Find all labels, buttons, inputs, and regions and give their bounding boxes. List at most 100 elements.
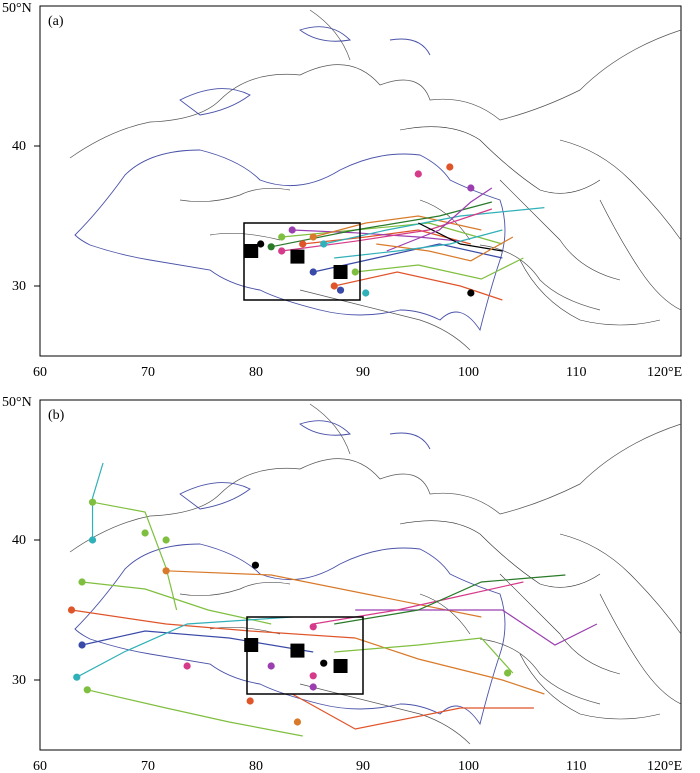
station-square-marker	[244, 638, 259, 652]
trajectory-line	[87, 689, 303, 737]
trajectory-line	[355, 609, 598, 646]
panel-a-xtick-100: 100	[458, 365, 479, 380]
trajectory-endpoint-marker	[183, 662, 191, 670]
trajectory-endpoint-marker	[78, 578, 86, 586]
trajectory-line	[355, 257, 524, 280]
trajectory-endpoint-marker	[362, 289, 370, 297]
panel-a-xtick-90: 90	[356, 365, 370, 380]
station-square-marker	[290, 643, 305, 658]
trajectory-line	[281, 208, 493, 252]
trajectory-line	[92, 501, 178, 611]
panel-b-markers	[67, 498, 512, 726]
trajectory-line	[91, 462, 104, 540]
trajectory-line	[386, 187, 493, 252]
station-square-marker	[333, 265, 348, 279]
trajectory-endpoint-marker	[336, 286, 345, 294]
station-square-marker	[244, 244, 259, 258]
panel-b-xtick-90: 90	[356, 759, 370, 773]
panel-a-xtick-70: 70	[141, 365, 155, 380]
station-square-marker	[290, 249, 305, 264]
panel-a: (a) 50°N 40 30 60 70 80 90 100 110 120°E	[2, 1, 682, 380]
trajectory-endpoint-marker	[73, 673, 81, 681]
trajectory-endpoint-marker	[141, 529, 149, 537]
trajectory-line	[76, 616, 293, 678]
trajectory-line	[291, 693, 534, 730]
panel-b-ytick-40: 40	[12, 533, 26, 548]
trajectory-endpoint-marker	[414, 170, 422, 178]
trajectory-endpoint-marker	[251, 561, 260, 569]
trajectory-line	[334, 271, 503, 301]
trajectory-line	[281, 222, 503, 245]
trajectory-endpoint-marker	[351, 268, 359, 276]
panel-b-xtick-100: 100	[458, 759, 479, 773]
panel-a-tag: (a)	[48, 14, 64, 29]
trajectory-endpoint-marker	[309, 683, 317, 691]
trajectory-endpoint-marker	[309, 268, 317, 276]
panel-b-borders	[69, 403, 682, 745]
trajectory-endpoint-marker	[278, 247, 286, 255]
panel-a-ytick-40: 40	[12, 139, 26, 154]
trajectory-endpoint-marker	[88, 498, 97, 506]
panel-b-tag: (b)	[48, 408, 65, 423]
station-square-marker	[333, 659, 348, 673]
panel-a-xtick-120: 120°E	[647, 365, 682, 380]
trajectory-line	[355, 637, 545, 695]
panel-b: (b) 50°N 40 30 60 70 80 90 100 110 120°E	[2, 395, 682, 773]
trajectory-line	[334, 229, 503, 259]
panel-b-plateau-outline	[74, 420, 506, 726]
panel-b-xtick-110: 110	[566, 759, 586, 773]
trajectory-endpoint-marker	[309, 233, 317, 241]
panel-b-xtick-70: 70	[141, 759, 155, 773]
trajectory-endpoint-marker	[278, 233, 286, 241]
panel-b-xtick-120: 120°E	[647, 759, 682, 773]
trajectory-line	[71, 609, 356, 639]
trajectory-endpoint-marker	[267, 662, 275, 670]
trajectory-endpoint-marker	[246, 697, 254, 705]
trajectory-endpoint-marker	[309, 623, 317, 631]
panel-a-frame	[39, 5, 682, 357]
panel-a-tracks	[271, 187, 545, 301]
panel-b-source-region-box	[246, 616, 364, 695]
trajectory-line	[334, 574, 566, 625]
panel-a-y-axis: 50°N 40 30	[2, 1, 40, 294]
trajectory-endpoint-marker	[257, 240, 265, 248]
trajectory-endpoint-marker	[267, 243, 275, 251]
panel-a-ytick-50: 50°N	[2, 1, 32, 16]
panel-a-stations	[244, 244, 348, 279]
trajectory-line	[376, 236, 514, 262]
trajectory-endpoint-marker	[330, 282, 338, 290]
panel-b-xtick-80: 80	[249, 759, 263, 773]
trajectory-line	[292, 229, 461, 242]
panel-b-ytick-30: 30	[12, 673, 26, 688]
trajectory-line	[323, 207, 545, 245]
trajectory-endpoint-marker	[162, 567, 170, 575]
trajectory-endpoint-marker	[320, 240, 328, 248]
trajectory-endpoint-marker	[504, 669, 512, 677]
panel-b-ytick-50: 50°N	[2, 395, 32, 410]
trajectory-endpoint-marker	[88, 536, 97, 544]
trajectory-line	[81, 581, 272, 625]
panel-a-ytick-30: 30	[12, 279, 26, 294]
panel-a-xtick-60: 60	[33, 365, 47, 380]
trajectory-endpoint-marker	[320, 659, 328, 667]
trajectory-endpoint-marker	[288, 226, 296, 234]
panel-a-borders	[69, 9, 682, 351]
trajectory-endpoint-marker	[299, 240, 307, 248]
panel-b-x-axis: 60 70 80 90 100 110 120°E	[33, 759, 682, 773]
trajectory-endpoint-marker	[67, 606, 76, 614]
trajectory-line	[334, 637, 514, 674]
trajectory-endpoint-marker	[446, 163, 454, 171]
panel-a-x-axis: 60 70 80 90 100 110 120°E	[33, 365, 682, 380]
panel-a-provinces	[399, 126, 682, 326]
trajectory-endpoint-marker	[293, 718, 302, 726]
panel-b-tracks	[71, 462, 598, 737]
trajectory-line	[166, 570, 482, 618]
panel-b-xtick-60: 60	[33, 759, 47, 773]
trajectory-line	[418, 222, 503, 252]
trajectory-endpoint-marker	[83, 686, 91, 694]
panel-a-xtick-80: 80	[249, 365, 263, 380]
panel-b-y-axis: 50°N 40 30	[2, 395, 40, 688]
panel-b-frame	[39, 399, 682, 751]
panel-a-plateau-outline	[74, 26, 506, 332]
